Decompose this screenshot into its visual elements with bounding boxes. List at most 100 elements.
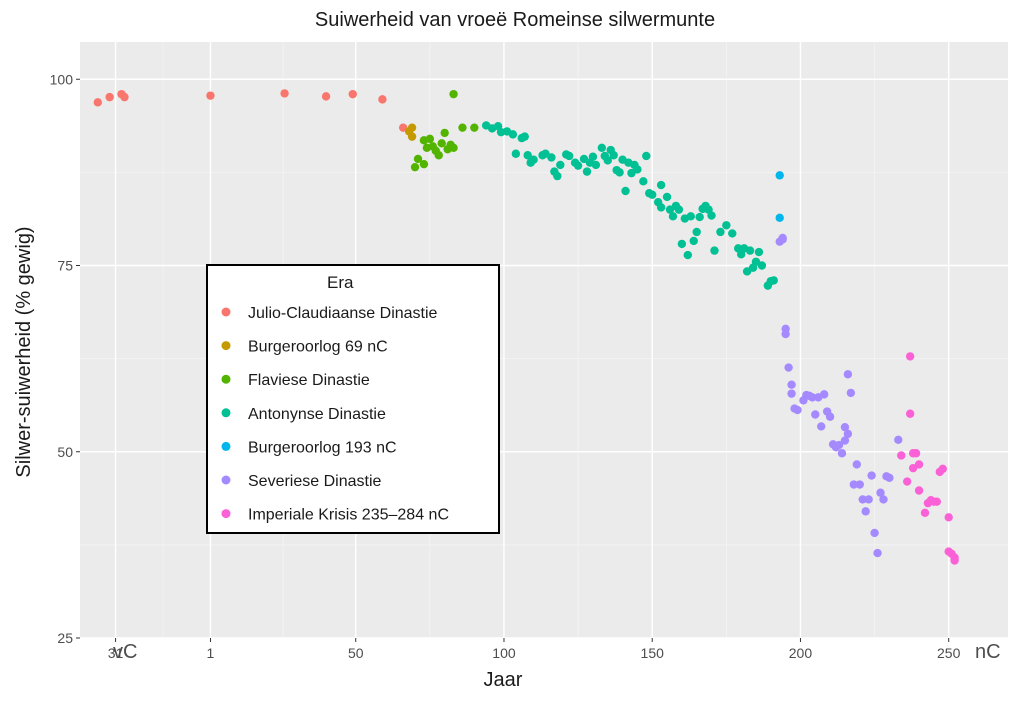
y-tick-label: 75: [57, 258, 73, 274]
y-tick-label: 50: [57, 444, 73, 460]
data-point: [321, 92, 331, 101]
data-point: [843, 429, 853, 439]
data-point: [413, 154, 423, 164]
data-point: [722, 221, 731, 230]
legend-label: Antonynse Dinastie: [248, 406, 386, 423]
data-point: [885, 473, 894, 483]
data-point: [603, 156, 612, 165]
x-tick-label: 1: [207, 645, 215, 661]
data-point: [633, 165, 642, 174]
data-point: [938, 464, 947, 474]
legend-items: Julio-Claudiaanse Dinastie Burgeroorlog 6…: [221, 305, 449, 524]
legend-box: [206, 264, 500, 534]
data-point: [410, 162, 420, 172]
data-point: [905, 352, 915, 361]
era-label-bc: vC: [113, 641, 137, 663]
data-point: [834, 440, 844, 450]
data-point: [648, 190, 657, 199]
data-point: [849, 480, 859, 489]
data-point: [674, 205, 684, 214]
legend-label: Julio-Claudiaanse Dinastie: [248, 305, 438, 322]
data-point: [769, 276, 778, 285]
data-point: [553, 171, 562, 181]
data-point: [565, 151, 574, 161]
data-point: [686, 212, 695, 221]
data-point: [728, 229, 737, 238]
legend-label: Severiese Dinastie: [248, 473, 382, 490]
data-point: [523, 151, 532, 160]
data-point: [556, 160, 565, 170]
data-point: [905, 409, 915, 418]
data-point: [716, 227, 725, 237]
data-point: [591, 160, 601, 170]
data-point: [819, 390, 829, 399]
data-point: [781, 329, 790, 339]
data-point: [677, 239, 687, 249]
data-point: [745, 246, 755, 255]
legend-key: [221, 307, 231, 317]
data-point: [683, 250, 692, 260]
data-point: [787, 389, 796, 398]
y-tick-label: 100: [50, 71, 74, 87]
data-point: [470, 123, 479, 132]
data-point: [897, 451, 906, 460]
data-point: [407, 132, 417, 141]
legend-label: Burgeroorlog 69 nC: [248, 339, 388, 356]
data-point: [437, 139, 446, 148]
data-point: [689, 236, 698, 246]
data-point: [434, 151, 443, 160]
data-point: [784, 363, 793, 372]
data-point: [894, 435, 903, 445]
x-tick-label: 150: [641, 645, 665, 661]
legend-label: Burgeroorlog 193 nC: [248, 439, 397, 456]
x-tick-label: 31: [108, 645, 124, 661]
x-tick-label: 50: [348, 645, 364, 661]
y-tick-label: 25: [57, 630, 73, 646]
data-point: [710, 246, 719, 255]
data-point: [573, 161, 583, 170]
data-point: [864, 495, 873, 504]
data-point: [876, 488, 885, 497]
data-point: [858, 495, 867, 504]
data-point: [707, 211, 716, 220]
data-point: [511, 149, 521, 158]
data-point: [793, 405, 802, 415]
data-point: [902, 477, 912, 486]
data-point: [615, 168, 624, 177]
legend: Era Julio-Claudiaanse Dinastie Burgeroorl…: [206, 264, 500, 534]
data-point: [852, 460, 861, 469]
x-axis-ticks: 31 1 50 100 150 200 250: [108, 638, 961, 661]
data-point: [280, 89, 289, 98]
legend-key: [221, 475, 231, 485]
chart-title: Suiwerheid van vroeë Romeinse silwermunt…: [315, 9, 715, 31]
data-point: [950, 556, 959, 565]
data-point: [206, 91, 215, 100]
data-point: [656, 180, 666, 190]
data-point: [105, 92, 114, 102]
data-point: [419, 159, 429, 169]
data-point: [840, 436, 850, 445]
data-point: [425, 134, 435, 144]
data-point: [93, 98, 102, 107]
data-point: [817, 422, 826, 431]
data-point: [778, 235, 787, 244]
data-point: [846, 388, 856, 398]
data-point: [582, 167, 592, 176]
data-point: [656, 203, 666, 212]
legend-key: [221, 509, 231, 519]
data-point: [843, 370, 853, 379]
data-point: [914, 486, 924, 495]
x-tick-label: 100: [492, 645, 516, 661]
data-point: [597, 143, 607, 152]
data-point: [449, 89, 458, 99]
data-point: [775, 213, 784, 223]
data-point: [695, 212, 704, 222]
data-point: [639, 177, 648, 186]
data-point: [348, 89, 357, 99]
data-point: [825, 412, 835, 421]
data-point: [529, 155, 538, 164]
legend-title: Era: [327, 273, 354, 292]
legend-label: Imperiale Krisis 235–284 nC: [248, 507, 449, 524]
data-point: [914, 460, 924, 469]
data-point: [870, 528, 879, 538]
